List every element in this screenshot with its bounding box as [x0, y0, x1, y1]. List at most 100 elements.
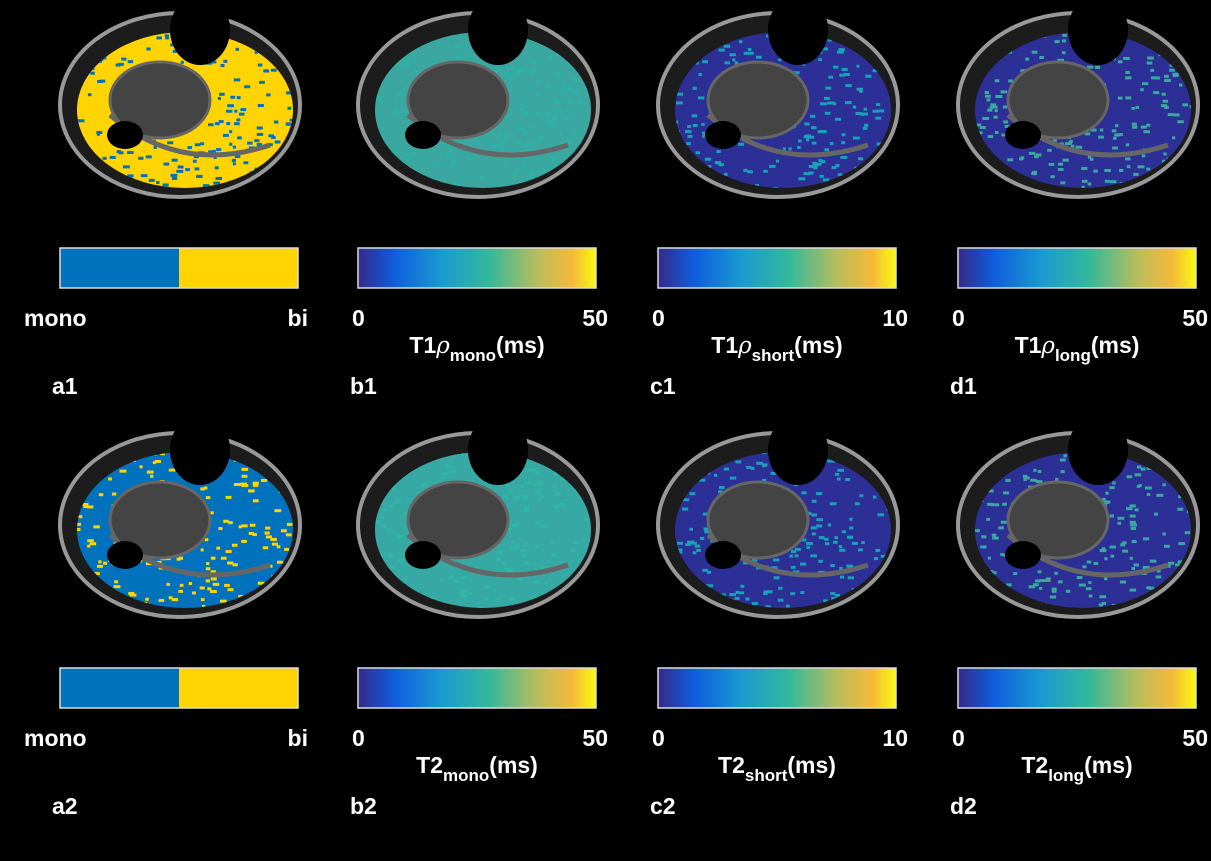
speckle: [1005, 479, 1010, 482]
speckle: [1168, 113, 1174, 116]
speckle: [982, 117, 989, 120]
speckle: [559, 133, 562, 136]
speckle: [270, 192, 274, 195]
speckle: [836, 197, 840, 200]
speckle: [1113, 137, 1117, 140]
speckle: [1110, 180, 1116, 183]
speckle: [981, 599, 985, 602]
speckle: [1110, 546, 1116, 549]
speckle: [684, 601, 690, 604]
speckle: [1174, 185, 1177, 188]
speckle: [97, 80, 103, 83]
speckle: [1122, 550, 1128, 553]
speckle: [690, 492, 696, 495]
speckle: [373, 445, 379, 448]
speckle: [571, 25, 577, 28]
speckle: [70, 170, 76, 173]
speckle: [223, 520, 229, 523]
speckle: [797, 146, 801, 149]
speckle: [1025, 58, 1029, 61]
speckle: [524, 562, 530, 565]
speckle: [505, 484, 509, 487]
speckle: [1000, 90, 1007, 93]
speckle: [1185, 57, 1192, 60]
speckle: [226, 110, 232, 113]
speckle: [221, 557, 227, 560]
speckle: [284, 548, 289, 551]
speckle: [233, 162, 236, 165]
colorbar-tick-label: 0: [652, 725, 665, 751]
speckle: [432, 163, 439, 166]
speckle: [277, 451, 283, 454]
speckle: [882, 47, 888, 50]
speckle: [1145, 487, 1152, 490]
speckle: [973, 592, 977, 595]
speckle: [701, 123, 704, 126]
speckle: [1141, 468, 1146, 471]
speckle: [1038, 470, 1042, 473]
speckle: [987, 98, 991, 101]
label-subscript: long: [1048, 766, 1084, 785]
speckle: [594, 56, 598, 59]
speckle: [854, 611, 860, 614]
speckle: [816, 524, 822, 527]
speckle: [516, 142, 522, 145]
speckle: [515, 172, 519, 175]
speckle: [718, 163, 723, 166]
speckle: [505, 73, 512, 76]
speckle: [895, 186, 900, 189]
speckle: [763, 170, 767, 173]
speckle: [286, 459, 290, 462]
speckle: [1110, 555, 1114, 558]
speckle: [368, 593, 373, 596]
label-main: T2: [1021, 752, 1048, 778]
notch: [1068, 415, 1128, 485]
speckle: [877, 513, 883, 516]
speckle: [977, 43, 983, 46]
speckle: [237, 136, 242, 139]
speckle: [724, 45, 730, 48]
speckle: [271, 69, 277, 72]
speckle: [990, 199, 996, 202]
speckle: [215, 177, 222, 180]
speckle: [426, 616, 432, 619]
panel-label: a2: [52, 793, 78, 819]
speckle: [266, 93, 270, 96]
speckle: [395, 447, 401, 450]
speckle: [380, 606, 385, 609]
speckle: [800, 591, 804, 594]
speckle: [698, 96, 704, 99]
speckle: [1168, 562, 1174, 565]
speckle: [522, 495, 529, 498]
speckle: [226, 122, 230, 125]
speckle: [524, 111, 528, 114]
label-subscript: short: [752, 346, 795, 365]
speckle: [820, 102, 827, 105]
speckle: [1163, 100, 1168, 103]
speckle: [142, 197, 149, 200]
speckle: [1130, 515, 1136, 518]
speckle: [167, 141, 173, 144]
speckle: [983, 32, 990, 35]
speckle: [681, 457, 684, 460]
speckle: [540, 566, 546, 569]
speckle: [1143, 537, 1149, 540]
speckle: [1150, 69, 1154, 72]
bone-small: [107, 541, 143, 569]
speckle: [272, 40, 278, 43]
speckle: [573, 590, 578, 593]
speckle: [995, 95, 1002, 98]
speckle: [825, 542, 829, 545]
speckle: [120, 470, 127, 473]
speckle: [830, 142, 834, 145]
speckle: [493, 620, 499, 623]
speckle: [112, 616, 116, 619]
speckle: [865, 31, 868, 34]
speckle: [788, 147, 791, 150]
speckle: [260, 444, 265, 447]
speckle: [279, 174, 283, 177]
speckle: [798, 139, 802, 142]
speckle: [837, 478, 841, 481]
speckle: [518, 127, 524, 130]
speckle: [1118, 60, 1122, 63]
